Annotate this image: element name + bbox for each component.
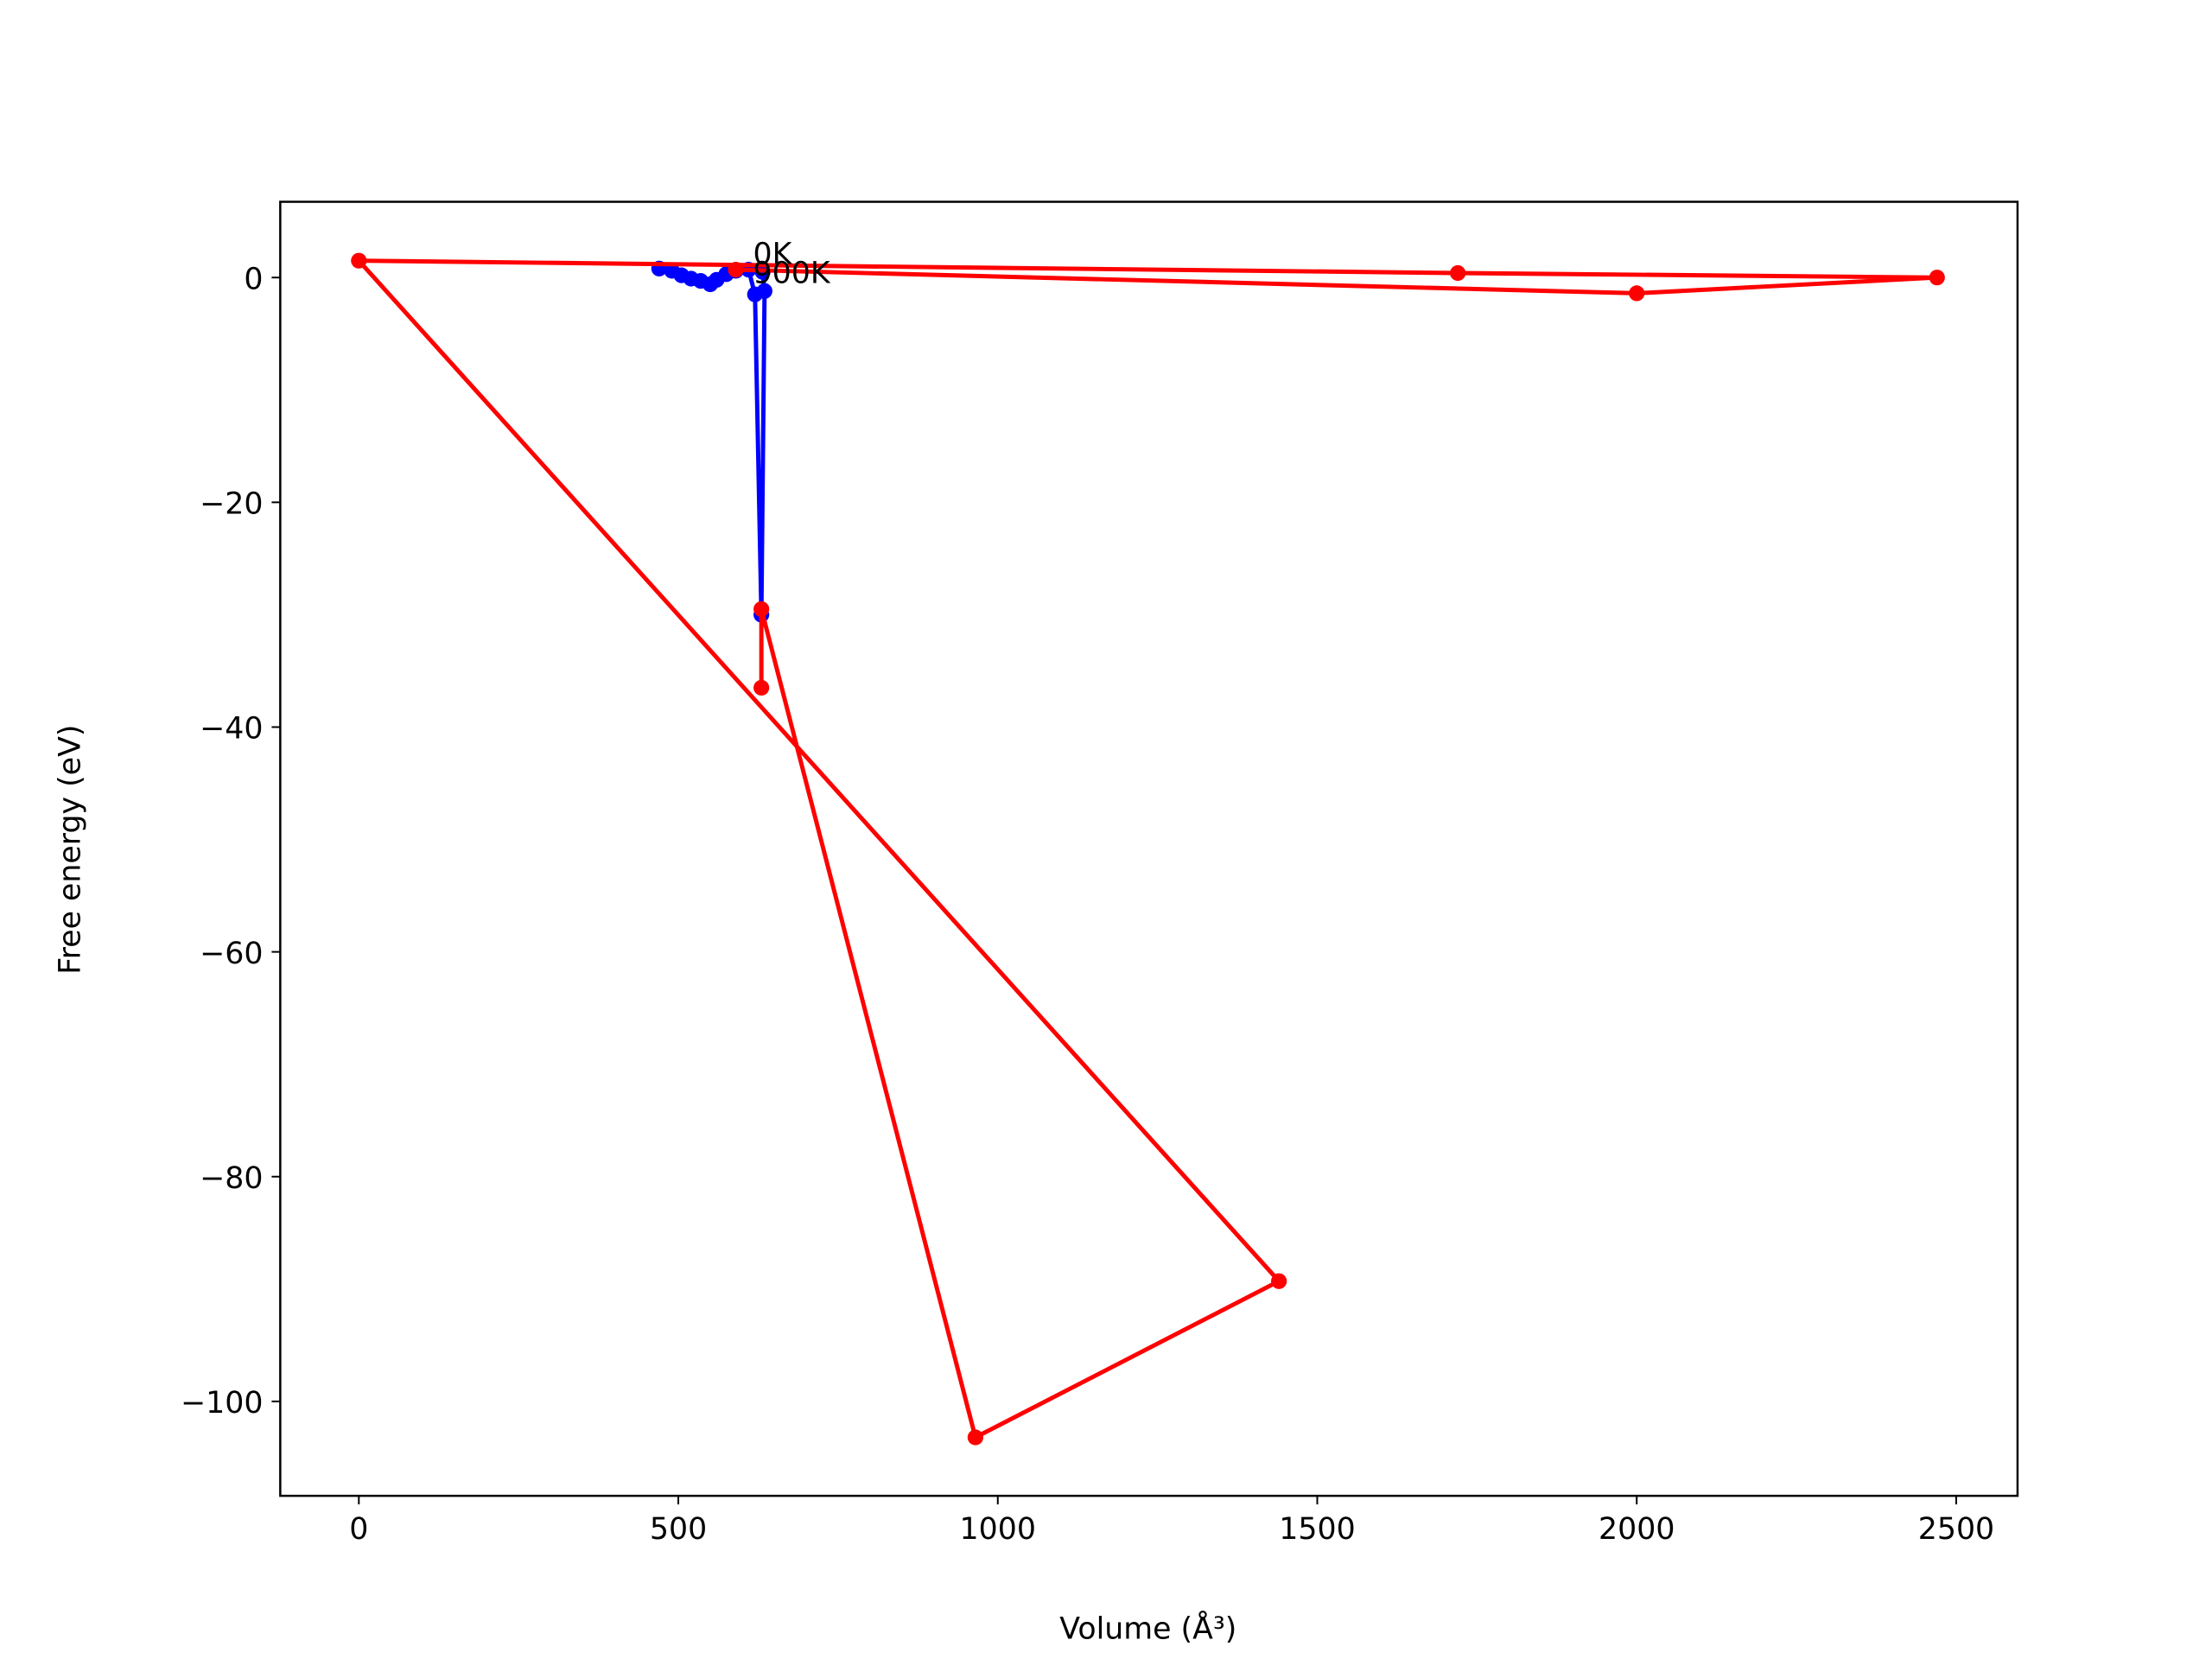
x-tick-label: 2000 xyxy=(1599,1512,1675,1547)
y-tick-label: −20 xyxy=(200,487,263,522)
y-tick-label: −40 xyxy=(200,712,263,747)
data-point xyxy=(1271,1273,1287,1289)
x-tick-label: 2500 xyxy=(1918,1512,1994,1547)
annotation: 900K xyxy=(753,257,831,291)
x-tick-label: 500 xyxy=(650,1512,707,1547)
data-point xyxy=(1929,270,1945,286)
plot-frame xyxy=(279,200,2019,1497)
y-tick-label: −100 xyxy=(181,1386,263,1421)
y-axis-label: Free energy (eV) xyxy=(54,725,88,975)
x-tick-label: 1500 xyxy=(1279,1512,1355,1547)
y-tick-label: −80 xyxy=(200,1161,263,1196)
x-tick-label: 0 xyxy=(349,1512,368,1547)
data-point xyxy=(753,679,770,696)
y-tick-label: 0 xyxy=(244,262,263,296)
data-line xyxy=(356,258,1940,1440)
x-axis-label: Volume (Å³) xyxy=(1059,1610,1236,1647)
data-line xyxy=(658,266,767,617)
data-point xyxy=(753,601,770,618)
data-point xyxy=(351,252,367,269)
y-tick-label: −60 xyxy=(200,937,263,971)
data-point xyxy=(1450,264,1466,282)
data-point xyxy=(756,283,772,299)
data-point xyxy=(728,261,744,278)
x-tick-label: 1000 xyxy=(960,1512,1036,1547)
annotation: 0K xyxy=(753,238,793,272)
data-point xyxy=(1629,285,1645,302)
data-point xyxy=(967,1429,983,1446)
